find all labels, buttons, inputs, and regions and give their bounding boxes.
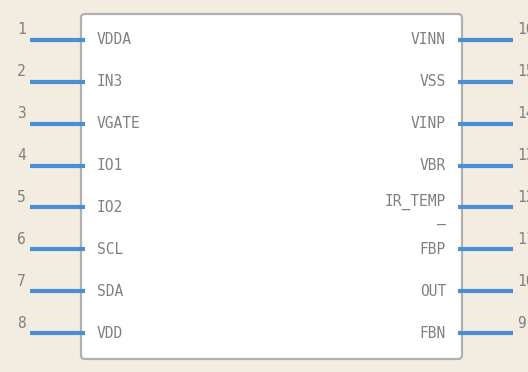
Text: 6: 6 — [17, 232, 26, 247]
Text: 16: 16 — [517, 22, 528, 38]
Text: IR_TEMP: IR_TEMP — [385, 193, 446, 209]
Text: 13: 13 — [517, 148, 528, 163]
Text: 15: 15 — [517, 64, 528, 79]
Text: FBN: FBN — [420, 326, 446, 340]
Text: SDA: SDA — [97, 283, 123, 299]
Text: SCL: SCL — [97, 242, 123, 257]
Text: VDDA: VDDA — [97, 32, 132, 48]
Text: 3: 3 — [17, 106, 26, 121]
Text: VGATE: VGATE — [97, 116, 141, 131]
FancyBboxPatch shape — [81, 14, 462, 359]
Text: 2: 2 — [17, 64, 26, 79]
Text: VINP: VINP — [411, 116, 446, 131]
Text: 4: 4 — [17, 148, 26, 163]
Text: VINN: VINN — [411, 32, 446, 48]
Text: VDD: VDD — [97, 326, 123, 340]
Text: _: _ — [437, 210, 446, 225]
Text: IO1: IO1 — [97, 158, 123, 173]
Text: OUT: OUT — [420, 283, 446, 299]
Text: IN3: IN3 — [97, 74, 123, 89]
Text: FBP: FBP — [420, 242, 446, 257]
Text: IO2: IO2 — [97, 200, 123, 215]
Text: 12: 12 — [517, 190, 528, 205]
Text: 7: 7 — [17, 274, 26, 289]
Text: 5: 5 — [17, 190, 26, 205]
Text: 1: 1 — [17, 22, 26, 38]
Text: 10: 10 — [517, 274, 528, 289]
Text: VBR: VBR — [420, 158, 446, 173]
Text: 11: 11 — [517, 232, 528, 247]
Text: VSS: VSS — [420, 74, 446, 89]
Text: 14: 14 — [517, 106, 528, 121]
Text: 9: 9 — [517, 315, 526, 330]
Text: 8: 8 — [17, 315, 26, 330]
